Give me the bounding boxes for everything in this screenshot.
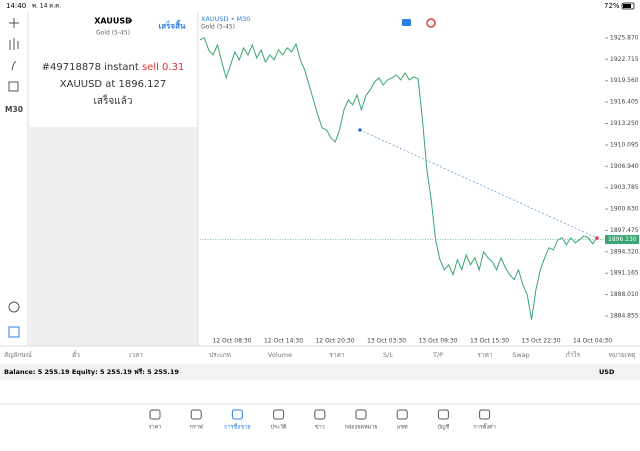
chart-button[interactable] [426,18,436,28]
y-tick-label: 1897.475 [610,227,639,234]
tab-icon[interactable] [396,409,408,420]
y-tick-label: 1922.715 [610,56,639,63]
tab-icon[interactable] [355,409,367,420]
balance-text: Balance: 5 255.19 Equity: 5 255.19 ฟรี: … [4,368,179,376]
tab-icon[interactable] [479,409,491,420]
tab-bar: ราคา กราฟ การซื้อขาย ประวัติ ข่าว กล่องจดหมาย… [149,409,496,431]
message-line: #49718878 instant sell 0.31 [42,62,185,73]
column-header: ตั๋ว [72,350,80,359]
chart-subtitle: Gold (5-45) [201,24,235,31]
status-date: พ. 14 ต.ค. [32,3,61,10]
battery-icon [621,2,635,10]
column-header: T/P [432,351,443,359]
battery-level [623,4,631,8]
column-header: ประเภท [209,351,231,359]
column-header: Volume [268,351,292,359]
y-tick-label: 1919.560 [610,77,639,84]
y-tick-label: 1906.940 [610,163,639,170]
message-detail: XAUUSD at 1896.127 [60,79,167,90]
chart-title: XAUUSD • M30 [201,15,250,23]
y-tick-label: 1884.855 [610,312,639,319]
y-tick-label: 1891.165 [610,270,639,277]
order: #49718878 instant [42,62,139,73]
column-header: เวลา [129,351,143,359]
column-header: S/L [383,351,393,359]
chart: 1925.870 1922.715 1919.560 1916.405 1913.250… [199,34,639,345]
panel-bg [28,127,198,346]
trade-entry [358,128,362,132]
x-tick-label: 12 Oct 08:30 [212,338,251,345]
trade-exit [595,236,599,240]
tab-label[interactable]: กล่องจดหมาย [344,425,377,431]
tab-label[interactable]: ราคา [149,425,162,431]
tab-icon[interactable] [437,409,449,420]
x-tick-label: 13 Oct 22:30 [521,338,560,345]
tab-icon[interactable] [231,409,243,420]
message-status: เสร็จแล้ว [94,93,133,107]
tab-label[interactable]: บัญชี [437,424,449,431]
status-time: 14:40 [6,2,26,10]
chevron [127,19,133,23]
x-tick-label: 13 Oct 15:30 [470,338,509,345]
price-line [199,37,598,320]
y-tick-label: 1900.630 [610,206,639,213]
y-tick-label: 1925.870 [610,34,639,41]
panel-description: Gold (5-45) [96,30,130,37]
column-header: Swap [512,351,530,359]
tab-label[interactable]: กราฟ [190,424,203,431]
column-header: กำไร [566,351,581,359]
toolbar-icons [8,18,20,338]
order-action: sell 0.31 [142,62,184,73]
tab-label[interactable]: การซื้อขาย [224,423,250,431]
y-tick-label: 1903.785 [610,184,639,191]
x-tick-label: 13 Oct 03:30 [367,338,406,345]
y-tick-label: 1913.250 [610,120,639,127]
tab-icon[interactable] [273,409,285,420]
tab-icon[interactable] [149,409,161,420]
tab-icon[interactable] [314,409,326,420]
currency: USD [599,368,615,376]
x-tick-label: 13 Oct 09:30 [418,338,457,345]
current-price-label: 1896.130 [608,236,637,243]
column-header: ราคา [477,351,492,359]
column-header: หมายเหตุ [609,351,636,359]
x-tick-label: 14 Oct 04:30 [573,338,612,345]
column-header: สัญลักษณ์ [4,351,32,359]
battery-text: 72% [604,2,620,10]
column-header: ราคา [329,351,344,359]
tab-label[interactable]: ข่าว [315,425,325,431]
balance-row [0,364,640,380]
y-tick-label: 1894.320 [610,248,639,255]
y-tick-label: 1888.010 [610,291,639,298]
tab-label[interactable]: แชท [397,424,408,431]
panel-symbol[interactable]: XAUUSD [94,17,132,26]
tab-icon[interactable] [190,409,202,420]
trade-line [359,129,598,239]
tab-label[interactable]: ประวัติ [271,424,287,431]
x-tick-label: 12 Oct 20:30 [315,338,354,345]
x-tick-label: 12 Oct 14:30 [264,338,303,345]
chart-button[interactable] [402,19,411,26]
current-price-box [605,235,639,245]
y-tick-label: 1910.095 [610,141,639,148]
y-tick-label: 1916.405 [610,99,639,106]
timeframe[interactable]: M30 [5,105,23,114]
tab-label[interactable]: การตั้งค่า [473,423,495,431]
table-header: สัญลักษณ์ ตั๋ว เวลา ประเภท Volume ราคา S/L T/P ร… [4,350,635,359]
done-button[interactable]: เสร็จสิ้น [159,20,186,31]
